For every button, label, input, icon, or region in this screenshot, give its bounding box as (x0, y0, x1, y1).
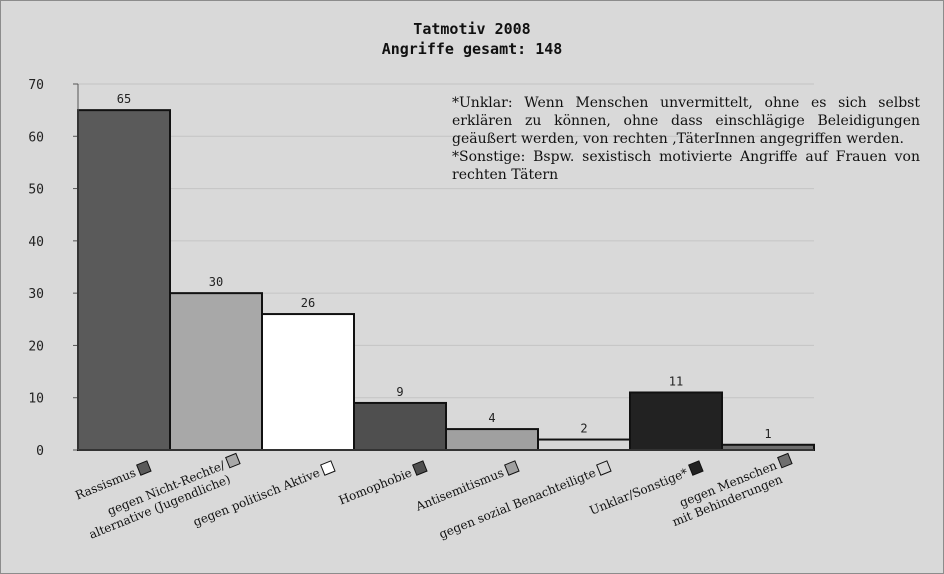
y-tick-label: 10 (28, 392, 44, 407)
data-label: 2 (580, 422, 587, 436)
y-tick-label: 0 (36, 444, 44, 459)
chart-subtitle: Angriffe gesamt: 148 (381, 40, 563, 58)
bar (77, 109, 171, 452)
data-label: 9 (396, 385, 403, 399)
chart-title: Tatmotiv 2008 (413, 20, 531, 38)
legend-swatch (136, 460, 152, 476)
data-label: 65 (117, 92, 131, 106)
annotation-unklar: *Unklar: Wenn Menschen unvermittelt, ohn… (452, 95, 920, 147)
data-label: 1 (764, 427, 771, 441)
data-label: 26 (301, 296, 315, 310)
annotation-box: *Unklar: Wenn Menschen unvermittelt, ohn… (452, 94, 920, 184)
y-tick-label: 30 (28, 287, 44, 302)
legend-swatch (688, 460, 704, 476)
legend-swatch (320, 460, 336, 476)
legend-swatch (777, 452, 793, 469)
y-tick-label: 60 (28, 130, 44, 145)
x-tick-label-group: gegen sozial Benachteiligte (437, 460, 612, 541)
x-tick-label: Homophobie (337, 466, 414, 508)
data-label: 11 (669, 374, 683, 388)
bar (261, 313, 355, 451)
bar (169, 292, 263, 451)
y-tick-label: 40 (28, 235, 44, 250)
bar (537, 438, 631, 451)
y-tick-label: 70 (28, 78, 44, 93)
data-label: 4 (488, 411, 495, 425)
legend-swatch (225, 452, 241, 469)
y-tick-label: 20 (28, 339, 44, 354)
x-tick-label: gegen sozial Benachteiligte (437, 466, 598, 542)
y-tick-label: 50 (28, 183, 44, 198)
legend-swatch (504, 460, 520, 476)
data-label: 30 (209, 275, 223, 289)
bar (629, 391, 723, 452)
bar (445, 428, 539, 452)
annotation-sonstige: *Sonstige: Bspw. sexistisch motivierte A… (452, 149, 920, 183)
legend-swatch (412, 460, 428, 476)
bar (721, 443, 815, 451)
bar (353, 401, 447, 452)
x-tick-label-group: gegen Nicht-Rechte/alternative (Jugendli… (87, 452, 241, 542)
legend-swatch (596, 460, 612, 476)
